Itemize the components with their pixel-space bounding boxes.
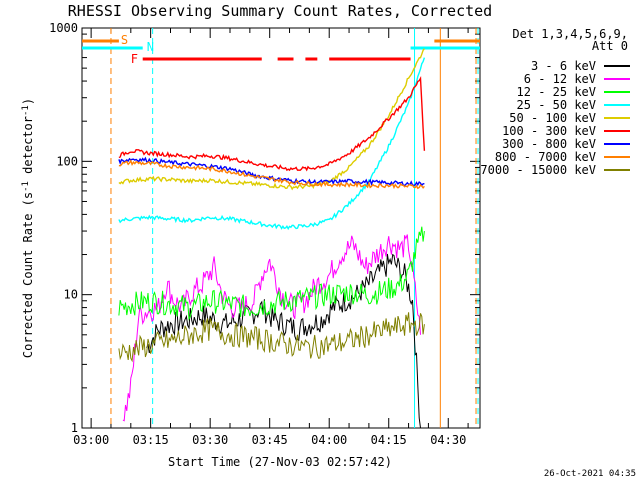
y-axis-label: Corrected Count Rate (s-1 detector-1) — [21, 98, 35, 358]
legend-label-50-100-kev: 50 - 100 keV — [509, 111, 596, 125]
y-tick-label: 1 — [71, 421, 78, 435]
x-tick-label: 04:15 — [371, 433, 407, 447]
series-line-12-25-kev — [118, 226, 425, 321]
plot-frame — [81, 27, 481, 429]
series-line-800-7000-kev — [118, 159, 425, 190]
x-tick-label: 03:15 — [133, 433, 169, 447]
chart-title: RHESSI Observing Summary Count Rates, Co… — [68, 2, 492, 20]
y-tick-label: 10 — [64, 288, 78, 302]
x-tick-label: 03:00 — [73, 433, 109, 447]
legend-label-12-25-kev: 12 - 25 keV — [517, 85, 596, 99]
series-line-100-300-kev — [118, 75, 426, 172]
series-line-300-800-kev — [118, 156, 425, 187]
x-tick-label: 03:45 — [252, 433, 288, 447]
flag-label-n: N — [147, 40, 154, 54]
y-tick-label: 1000 — [49, 21, 78, 35]
legend-label-7000-15000-kev: 7000 - 15000 keV — [480, 163, 596, 177]
x-tick-label: 03:30 — [192, 433, 228, 447]
legend-label-25-50-kev: 25 - 50 keV — [517, 98, 596, 112]
legend-label-300-800-kev: 300 - 800 keV — [502, 137, 596, 151]
flag-label-f: F — [131, 52, 138, 66]
legend-label-100-300-kev: 100 - 300 keV — [502, 124, 596, 138]
legend-label-3-6-kev: 3 - 6 keV — [531, 59, 596, 73]
legend-label-800-7000-kev: 800 - 7000 keV — [495, 150, 596, 164]
flag-label-s: S — [121, 33, 128, 47]
series-line-50-100-kev — [118, 48, 425, 191]
series-line-7000-15000-kev — [118, 312, 425, 363]
generation-timestamp: 26-Oct-2021 04:35 — [544, 469, 636, 479]
legend-header-detectors: Det 1,3,4,5,6,9, — [512, 27, 628, 41]
legend-header-attenuator: Att 0 — [592, 39, 628, 53]
x-tick-label: 04:30 — [430, 433, 466, 447]
plot-area: 1 10 100 1000 03:00 03:15 03:30 03:45 04:00 04:15… — [49, 21, 481, 447]
x-tick-label: 04:00 — [311, 433, 347, 447]
y-tick-label: 100 — [56, 154, 78, 168]
x-axis-label: Start Time (27-Nov-03 02:57:42) — [168, 455, 392, 469]
series-line-25-50-kev — [118, 57, 426, 231]
series-line-3-6-kev — [146, 253, 421, 429]
legend-label-6-12-kev: 6 - 12 keV — [524, 72, 596, 86]
series-line-6-12-kev — [122, 234, 421, 422]
